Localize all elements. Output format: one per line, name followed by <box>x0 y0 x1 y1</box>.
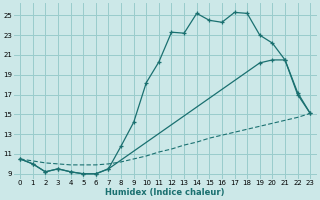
X-axis label: Humidex (Indice chaleur): Humidex (Indice chaleur) <box>106 188 225 197</box>
